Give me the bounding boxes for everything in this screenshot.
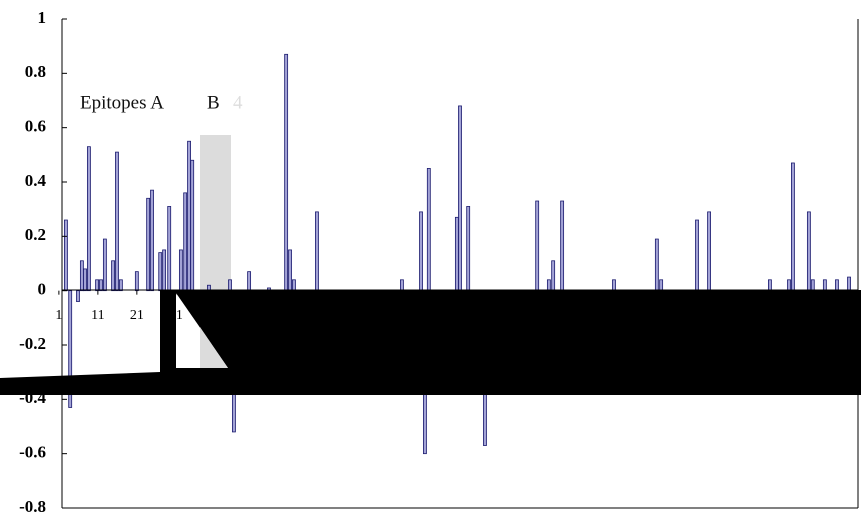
bar: [79, 260, 84, 292]
bar: [654, 238, 659, 292]
bar: [535, 200, 540, 292]
annotation: B: [207, 92, 220, 113]
y-tick-label: 0.8: [25, 62, 46, 81]
bar: [288, 249, 292, 292]
bar: [560, 200, 565, 292]
x-tick-label: 21: [130, 308, 144, 323]
bar: [178, 249, 183, 292]
bar: [315, 211, 319, 292]
bar: [134, 271, 139, 292]
y-tick-label: 0.6: [25, 117, 46, 136]
bar: [63, 219, 68, 292]
y-tick-label: -0.4: [19, 388, 46, 407]
bar: [810, 279, 815, 292]
bar: [466, 206, 471, 292]
bar: [419, 211, 423, 292]
bar: [612, 279, 616, 292]
bar: [284, 53, 289, 292]
bar: [76, 290, 80, 302]
y-tick-label: 0.2: [25, 225, 46, 244]
annotation: Epitopes A: [80, 92, 164, 113]
y-tick-label: -0.2: [19, 334, 46, 353]
bar: [228, 279, 232, 292]
bar: [68, 290, 73, 408]
bar: [546, 279, 551, 292]
bar: [454, 216, 459, 292]
bar: [400, 279, 404, 292]
bar: [847, 276, 851, 292]
y-tick-label: 1: [38, 8, 47, 27]
bar: [707, 211, 711, 292]
bar: [822, 279, 827, 292]
annotation: 4: [233, 92, 243, 113]
y-tick-label: 0.4: [25, 171, 47, 190]
x-tick-label: 1: [55, 308, 62, 323]
bar: [111, 260, 115, 292]
bar: [768, 279, 772, 292]
bar: [187, 140, 191, 292]
bar: [292, 279, 296, 292]
bar: [95, 279, 99, 292]
bar: [806, 211, 811, 292]
x-tick-label: 31: [169, 308, 183, 323]
bar: [150, 189, 154, 292]
bar: [86, 146, 91, 292]
bar: [787, 279, 791, 292]
bar: [190, 159, 195, 292]
y-tick-label: -0.6: [19, 443, 46, 462]
bar: [118, 279, 123, 292]
bar: [162, 249, 167, 292]
bar: [458, 105, 462, 292]
bar: [146, 197, 151, 292]
bar: [659, 279, 664, 292]
bar: [83, 268, 87, 292]
render-artifact: [0, 290, 861, 395]
bar: [695, 219, 699, 292]
y-tick-label: 0: [38, 280, 47, 299]
render-artifact: [200, 327, 228, 368]
bar: [158, 252, 163, 292]
bar: [835, 279, 839, 292]
x-tick-label: 11: [91, 308, 104, 323]
bar: [791, 162, 795, 292]
bar: [183, 192, 188, 292]
bar: [99, 279, 103, 292]
bar: [426, 168, 431, 292]
bar: [167, 206, 172, 292]
bar: [247, 271, 252, 292]
bar: [551, 260, 556, 292]
bar: [102, 238, 107, 292]
y-tick-label: -0.8: [19, 497, 46, 515]
bar: [115, 151, 119, 292]
